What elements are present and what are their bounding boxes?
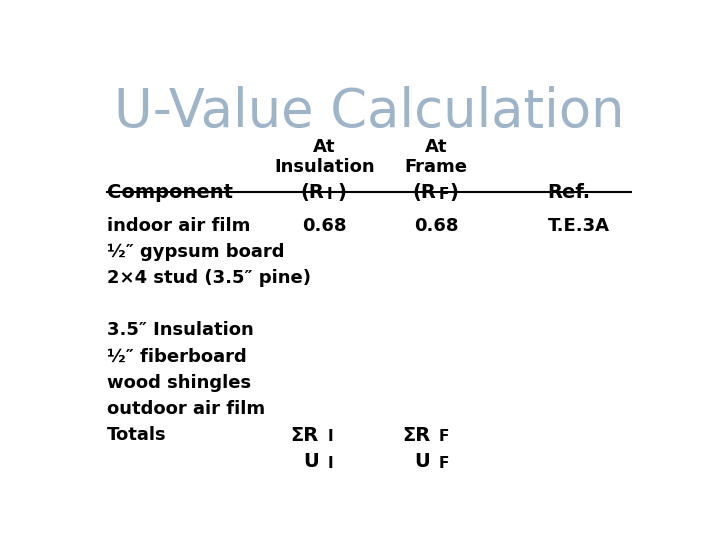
Text: F: F: [438, 429, 449, 444]
Text: 0.68: 0.68: [414, 217, 458, 234]
Text: (R: (R: [300, 183, 324, 202]
Text: 0.68: 0.68: [302, 217, 346, 234]
Text: F: F: [438, 456, 449, 471]
Text: I: I: [327, 456, 333, 471]
Text: (R: (R: [412, 183, 436, 202]
Text: Component: Component: [107, 183, 233, 202]
Text: T.E.3A: T.E.3A: [547, 217, 610, 234]
Text: U: U: [415, 453, 431, 471]
Text: wood shingles: wood shingles: [107, 374, 251, 391]
Text: 3.5″ Insulation: 3.5″ Insulation: [107, 321, 253, 339]
Text: ΣR: ΣR: [291, 426, 319, 445]
Text: ): ): [338, 183, 346, 202]
Text: 2×4 stud (3.5″ pine): 2×4 stud (3.5″ pine): [107, 269, 311, 287]
Text: Ref.: Ref.: [547, 183, 590, 202]
Text: Totals: Totals: [107, 426, 166, 444]
Text: ½″ fiberboard: ½″ fiberboard: [107, 348, 246, 366]
Text: outdoor air film: outdoor air film: [107, 400, 265, 418]
Text: indoor air film: indoor air film: [107, 217, 250, 234]
Text: ΣR: ΣR: [402, 426, 431, 445]
Text: U-Value Calculation: U-Value Calculation: [114, 85, 624, 138]
Text: F: F: [438, 187, 449, 201]
Text: U: U: [303, 453, 319, 471]
Text: I: I: [327, 187, 332, 201]
Text: ): ): [449, 183, 458, 202]
Text: I: I: [327, 429, 333, 444]
Text: ½″ gypsum board: ½″ gypsum board: [107, 243, 284, 261]
Text: At
Frame: At Frame: [405, 138, 467, 177]
Text: At
Insulation: At Insulation: [274, 138, 374, 177]
